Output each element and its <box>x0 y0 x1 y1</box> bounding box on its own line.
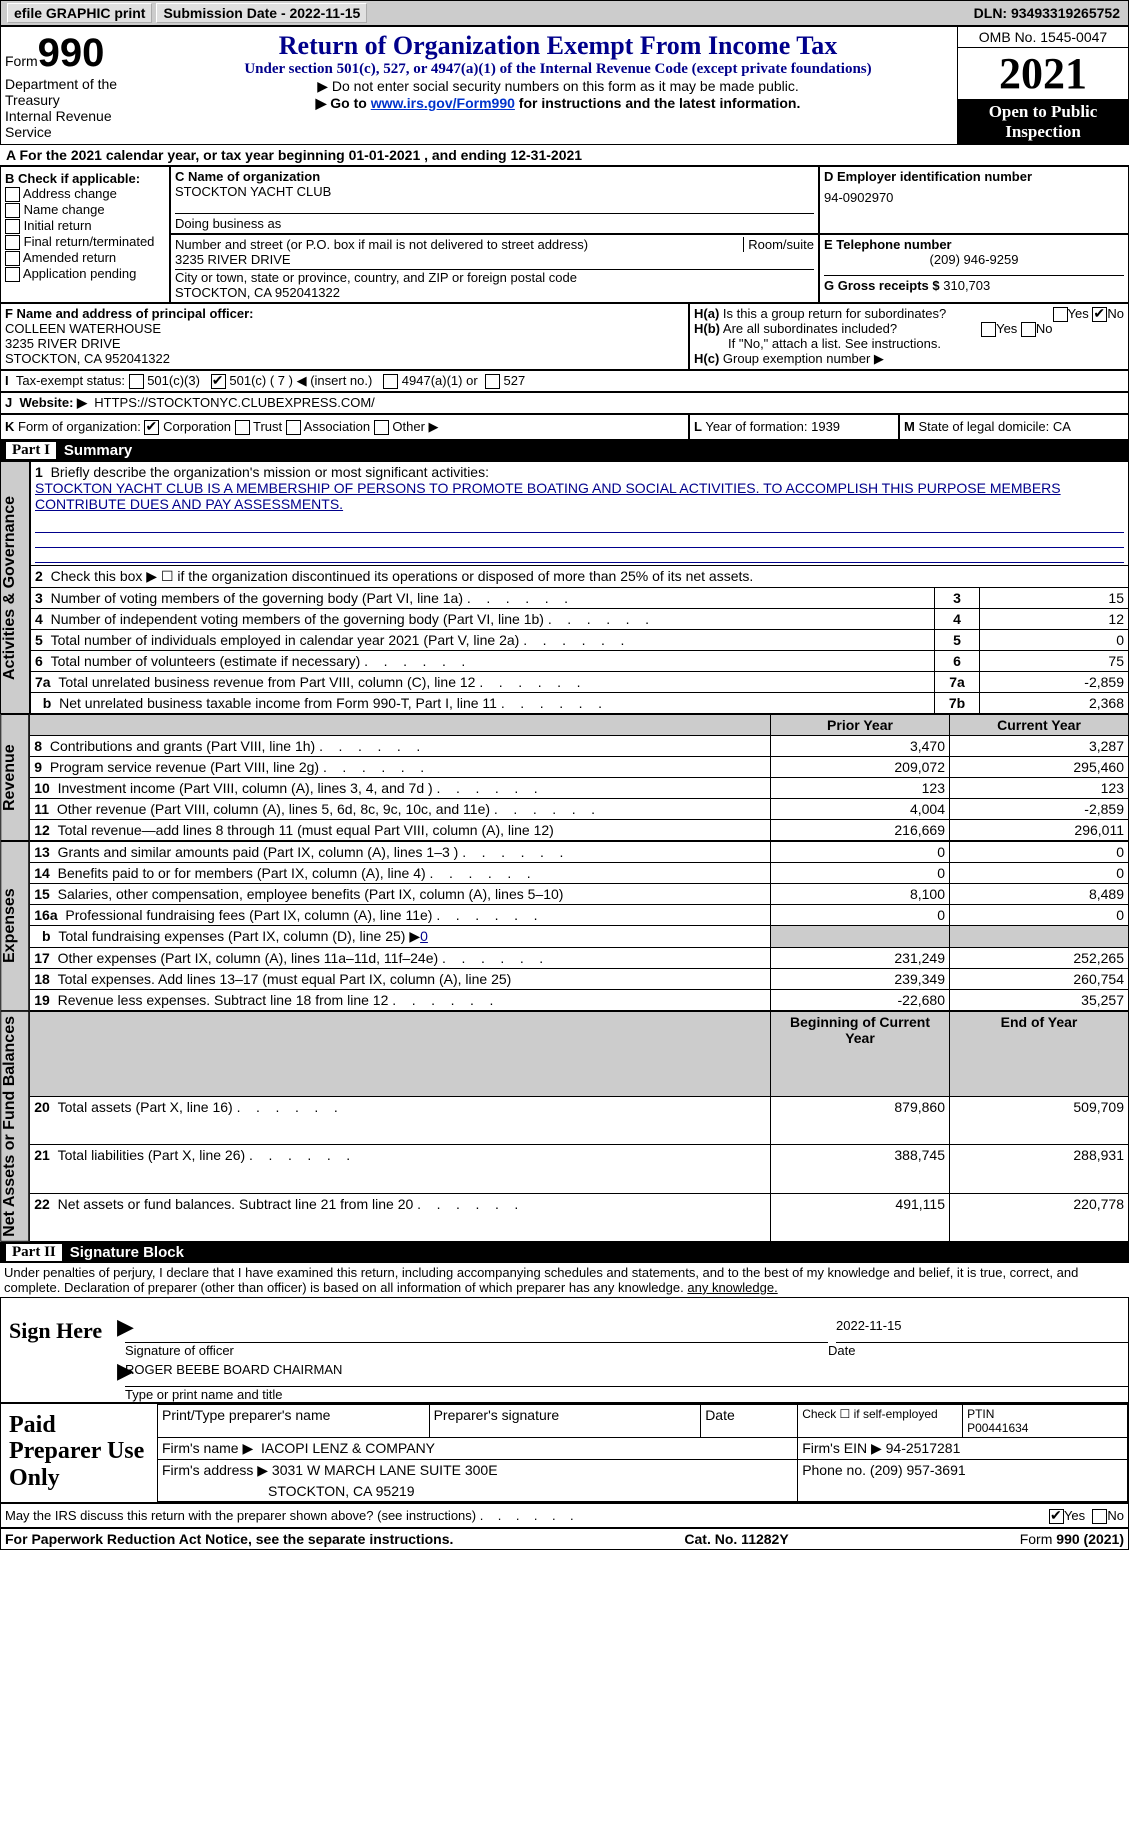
ha-yes[interactable] <box>1053 307 1068 322</box>
d-ein-label: D Employer identification number <box>824 169 1124 184</box>
sign-here-block: Sign Here ▶ Signature of officer 2022-11… <box>0 1297 1129 1403</box>
addr-change-check[interactable] <box>5 187 20 202</box>
sidebar-netassets: Net Assets or Fund Balances <box>0 1011 29 1242</box>
form-header: Form990 Department of the Treasury Inter… <box>0 26 1129 145</box>
527-check[interactable] <box>485 374 500 389</box>
street-address: 3235 RIVER DRIVE <box>175 252 814 267</box>
amended-return-check[interactable] <box>5 251 20 266</box>
tax-year: 2021 <box>958 48 1128 100</box>
line-l-formation: L Year of formation: 1939 <box>689 414 899 440</box>
e-phone-label: E Telephone number <box>824 237 1124 252</box>
phone-value: (209) 946-9259 <box>824 252 1124 267</box>
page-footer: For Paperwork Reduction Act Notice, see … <box>0 1528 1129 1550</box>
hb-yes[interactable] <box>981 322 996 337</box>
summary-netassets-table: Beginning of Current YearEnd of Year 20 … <box>29 1011 1129 1242</box>
c-name-label: C Name of organization <box>175 169 814 184</box>
section-b-checkboxes: B Check if applicable: Address change Na… <box>0 166 170 303</box>
section-f-officer: F Name and address of principal officer:… <box>0 303 689 370</box>
501c-check[interactable] <box>211 374 226 389</box>
sidebar-expenses: Expenses <box>0 841 29 1011</box>
other-check[interactable] <box>374 420 389 435</box>
line-k-form-org: K Form of organization: Corporation Trus… <box>0 414 689 440</box>
note-goto: ▶ Go to www.irs.gov/Form990 for instruct… <box>163 95 953 112</box>
form-title: Return of Organization Exempt From Incom… <box>163 31 953 61</box>
line-m-domicile: M State of legal domicile: CA <box>899 414 1129 440</box>
sidebar-revenue: Revenue <box>0 714 29 841</box>
discuss-line: May the IRS discuss this return with the… <box>0 1503 1129 1528</box>
city-state-zip: STOCKTON, CA 952041322 <box>175 285 814 300</box>
assoc-check[interactable] <box>286 420 301 435</box>
corp-check[interactable] <box>144 420 159 435</box>
note-ssn: ▶ Do not enter social security numbers o… <box>163 78 953 95</box>
line-j-website: J Website: ▶ HTTPS://STOCKTONYC.CLUBEXPR… <box>0 392 1129 414</box>
part-ii-header: Part IISignature Block <box>0 1242 1129 1263</box>
paid-preparer-block: Paid Preparer Use Only Print/Type prepar… <box>0 1403 1129 1503</box>
open-inspection: Open to Public Inspection <box>958 100 1128 144</box>
gross-receipts: 310,703 <box>943 278 990 293</box>
trust-check[interactable] <box>235 420 250 435</box>
initial-return-check[interactable] <box>5 219 20 234</box>
discuss-yes[interactable] <box>1049 1509 1064 1524</box>
perjury-declaration: Under penalties of perjury, I declare th… <box>0 1263 1129 1297</box>
top-bar: efile GRAPHIC print Submission Date - 20… <box>0 0 1129 26</box>
line-i-tax-status: I Tax-exempt status: 501(c)(3) 501(c) ( … <box>0 370 1129 392</box>
dept-label: Department of the Treasury Internal Reve… <box>1 76 159 144</box>
form-number: Form990 <box>1 27 159 76</box>
omb-number: OMB No. 1545-0047 <box>958 27 1128 48</box>
part-i-header: Part ISummary <box>0 440 1129 461</box>
org-name: STOCKTON YACHT CLUB <box>175 184 814 199</box>
501c3-check[interactable] <box>129 374 144 389</box>
section-h: H(a) Is this a group return for subordin… <box>689 303 1129 370</box>
form-subtitle: Under section 501(c), 527, or 4947(a)(1)… <box>163 61 953 78</box>
dln-label: DLN: 93493319265752 <box>974 5 1120 21</box>
4947-check[interactable] <box>383 374 398 389</box>
submission-date-button[interactable]: Submission Date - 2022-11-15 <box>156 3 367 23</box>
ein-value: 94-0902970 <box>824 190 1124 205</box>
irs-link[interactable]: www.irs.gov/Form990 <box>371 95 515 111</box>
summary-expenses-table: 13 Grants and similar amounts paid (Part… <box>29 841 1129 1011</box>
sidebar-activities: Activities & Governance <box>0 461 30 714</box>
final-return-check[interactable] <box>5 235 20 250</box>
line-a-period: A For the 2021 calendar year, or tax yea… <box>0 145 1129 166</box>
summary-activities-table: 1 Briefly describe the organization's mi… <box>30 461 1129 714</box>
ha-no[interactable] <box>1092 307 1107 322</box>
dba-label: Doing business as <box>175 213 814 231</box>
app-pending-check[interactable] <box>5 267 20 282</box>
efile-button[interactable]: efile GRAPHIC print <box>7 3 152 23</box>
hb-no[interactable] <box>1021 322 1036 337</box>
discuss-no[interactable] <box>1092 1509 1107 1524</box>
summary-revenue-table: Prior YearCurrent Year 8 Contributions a… <box>29 714 1129 841</box>
name-change-check[interactable] <box>5 203 20 218</box>
